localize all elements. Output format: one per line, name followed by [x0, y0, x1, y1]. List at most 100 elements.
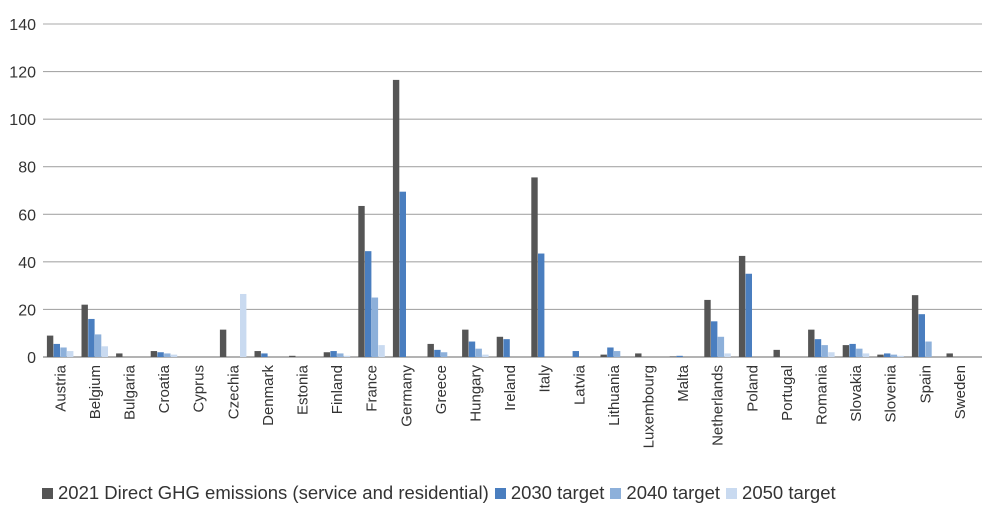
bar — [676, 355, 683, 357]
bar — [862, 353, 870, 357]
legend-label: 2050 target — [742, 482, 836, 503]
bar — [884, 353, 891, 357]
x-tick-label: Estonia — [295, 364, 312, 415]
y-tick-label: 120 — [9, 65, 36, 82]
bar — [101, 346, 108, 357]
bar — [475, 348, 482, 357]
bar — [371, 297, 379, 357]
y-tick-label: 140 — [9, 17, 36, 34]
y-axis: 0 20 40 60 80 100 120 140 — [9, 17, 36, 367]
bar — [814, 339, 822, 357]
bar — [600, 354, 607, 357]
bar — [531, 177, 538, 357]
bar — [462, 329, 469, 357]
bar — [724, 353, 731, 357]
bar — [150, 351, 158, 357]
x-tick-label: Romania — [814, 364, 831, 425]
bar — [170, 354, 178, 357]
bar — [572, 351, 579, 357]
bar — [635, 353, 642, 357]
bar — [399, 191, 406, 357]
bar — [219, 329, 227, 357]
bar — [842, 345, 850, 357]
gridlines — [43, 23, 982, 358]
legend-label: 2040 target — [626, 482, 721, 503]
bar — [343, 355, 351, 357]
legend-item: 2040 target — [610, 482, 720, 504]
bar — [828, 352, 835, 357]
x-tick-label: Malta — [675, 364, 692, 401]
bar — [711, 321, 718, 357]
bar — [890, 354, 898, 357]
x-tick-label: Latvia — [571, 364, 588, 405]
bar — [607, 347, 614, 357]
x-tick-label: Ireland — [502, 365, 519, 411]
x-tick-label: Greece — [433, 365, 450, 414]
bar — [856, 348, 863, 357]
bar — [773, 349, 780, 357]
legend-swatch — [494, 487, 506, 499]
x-tick-label: Finland — [329, 365, 346, 414]
legend-item: 2050 target — [726, 482, 836, 504]
legend-swatch — [726, 487, 738, 499]
legend-swatch — [42, 487, 53, 499]
x-tick-label: Slovenia — [883, 364, 900, 422]
bar — [358, 205, 365, 357]
bar — [337, 353, 344, 357]
x-tick-label: Lithuania — [606, 364, 623, 426]
y-tick-label: 60 — [18, 207, 36, 224]
x-tick-label: France — [364, 365, 381, 412]
bar — [60, 347, 67, 357]
bar — [157, 352, 164, 357]
bar — [94, 334, 102, 357]
bar — [946, 353, 953, 357]
bar — [240, 293, 247, 357]
legend-item: 2030 target — [494, 482, 605, 504]
bar — [482, 354, 489, 357]
x-tick-label: Poland — [744, 365, 761, 412]
x-tick-label: Sweden — [952, 365, 969, 419]
y-tick-label: 40 — [18, 255, 36, 272]
bar — [53, 343, 60, 357]
y-tick-label: 0 — [27, 350, 36, 367]
bars — [46, 79, 953, 358]
bar — [254, 351, 261, 357]
legend-swatch — [610, 487, 622, 499]
legend: 2021 Direct GHG emissions (service and r… — [42, 481, 842, 505]
bar — [261, 353, 268, 357]
bar — [849, 343, 856, 357]
bar — [503, 339, 510, 357]
bar — [738, 255, 746, 357]
x-tick-label: Belgium — [87, 365, 104, 419]
x-tick-label: Luxembourg — [641, 365, 658, 448]
x-tick-label: Italy — [537, 365, 554, 393]
bar — [745, 273, 752, 357]
bar — [925, 341, 932, 357]
bar — [378, 345, 385, 357]
legend-label: 2030 target — [510, 482, 605, 503]
x-tick-label: Portugal — [779, 365, 796, 421]
bar — [164, 353, 171, 357]
bar-chart: 0 20 40 60 80 100 120 140 Austria Belgium Bulgari… — [9, 17, 982, 448]
y-tick-label: 100 — [9, 112, 36, 129]
bar — [392, 79, 400, 358]
bar — [81, 304, 88, 357]
bar — [434, 349, 441, 357]
bar — [67, 351, 74, 357]
bar — [704, 299, 711, 357]
bar — [613, 351, 621, 357]
x-tick-label: Czechia — [225, 364, 242, 419]
x-axis: Austria Belgium Bulgaria Croatia Cyprus Czech… — [52, 364, 969, 448]
x-tick-label: Spain — [917, 365, 934, 403]
x-tick-label: Denmark — [260, 365, 277, 426]
x-tick-label: Cyprus — [191, 365, 208, 413]
bar — [821, 345, 828, 357]
x-tick-label: Bulgaria — [122, 364, 139, 420]
bar — [330, 351, 337, 357]
bar — [440, 352, 448, 357]
bar — [911, 295, 919, 357]
legend-item: 2021 Direct GHG emissions (service and r… — [42, 482, 489, 504]
bar — [116, 353, 123, 357]
bar — [427, 343, 434, 357]
x-tick-label: Croatia — [156, 364, 173, 413]
